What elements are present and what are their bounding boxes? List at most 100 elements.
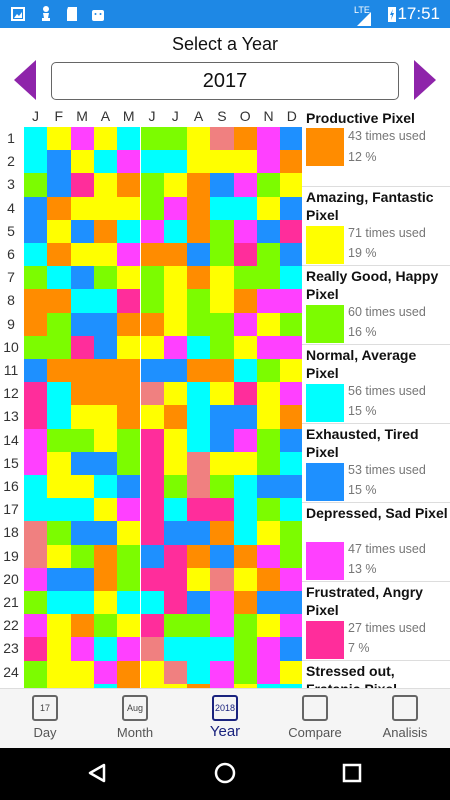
day-pixel[interactable] [93, 312, 118, 336]
day-pixel[interactable] [140, 173, 164, 197]
day-pixel[interactable] [257, 498, 281, 522]
day-pixel[interactable] [163, 498, 188, 522]
day-pixel[interactable] [257, 196, 281, 220]
day-pixel[interactable] [93, 173, 118, 197]
day-pixel[interactable] [210, 173, 234, 197]
day-pixel[interactable] [280, 312, 302, 336]
day-pixel[interactable] [257, 544, 281, 568]
day-pixel[interactable] [47, 382, 71, 406]
day-pixel[interactable] [24, 567, 48, 591]
day-pixel[interactable] [187, 428, 211, 452]
day-pixel[interactable] [210, 219, 234, 243]
day-pixel[interactable] [233, 521, 257, 545]
day-pixel[interactable] [24, 544, 48, 568]
day-pixel[interactable] [117, 614, 141, 638]
day-pixel[interactable] [187, 683, 211, 688]
day-pixel[interactable] [280, 567, 302, 591]
day-pixel[interactable] [187, 405, 211, 429]
day-pixel[interactable] [187, 196, 211, 220]
day-pixel[interactable] [93, 127, 118, 151]
day-pixel[interactable] [47, 591, 71, 615]
day-pixel[interactable] [187, 382, 211, 406]
day-pixel[interactable] [257, 359, 281, 383]
day-pixel[interactable] [280, 614, 302, 638]
day-pixel[interactable] [233, 498, 257, 522]
day-pixel[interactable] [24, 405, 48, 429]
day-pixel[interactable] [257, 335, 281, 359]
day-pixel[interactable] [140, 335, 164, 359]
day-pixel[interactable] [117, 428, 141, 452]
day-pixel[interactable] [280, 428, 302, 452]
day-pixel[interactable] [47, 196, 71, 220]
day-pixel[interactable] [93, 150, 118, 174]
day-pixel[interactable] [280, 544, 302, 568]
day-pixel[interactable] [24, 683, 48, 688]
day-pixel[interactable] [280, 359, 302, 383]
day-pixel[interactable] [233, 219, 257, 243]
day-pixel[interactable] [257, 637, 281, 661]
day-pixel[interactable] [187, 614, 211, 638]
day-pixel[interactable] [233, 660, 257, 684]
day-pixel[interactable] [47, 312, 71, 336]
day-pixel[interactable] [187, 219, 211, 243]
day-pixel[interactable] [257, 150, 281, 174]
day-pixel[interactable] [257, 567, 281, 591]
day-pixel[interactable] [93, 428, 118, 452]
day-pixel[interactable] [257, 382, 281, 406]
day-pixel[interactable] [93, 289, 118, 313]
day-pixel[interactable] [163, 428, 188, 452]
day-pixel[interactable] [140, 289, 164, 313]
day-pixel[interactable] [233, 359, 257, 383]
day-pixel[interactable] [187, 312, 211, 336]
day-pixel[interactable] [47, 637, 71, 661]
day-pixel[interactable] [140, 498, 164, 522]
day-pixel[interactable] [233, 451, 257, 475]
day-pixel[interactable] [140, 127, 164, 151]
nav-analisis[interactable]: Analisis [360, 689, 450, 749]
day-pixel[interactable] [163, 127, 188, 151]
day-pixel[interactable] [47, 521, 71, 545]
day-pixel[interactable] [24, 335, 48, 359]
day-pixel[interactable] [70, 219, 94, 243]
day-pixel[interactable] [187, 289, 211, 313]
day-pixel[interactable] [233, 312, 257, 336]
day-pixel[interactable] [70, 150, 94, 174]
day-pixel[interactable] [140, 150, 164, 174]
day-pixel[interactable] [187, 544, 211, 568]
day-pixel[interactable] [163, 475, 188, 499]
day-pixel[interactable] [140, 382, 164, 406]
day-pixel[interactable] [210, 335, 234, 359]
day-pixel[interactable] [257, 521, 281, 545]
day-pixel[interactable] [47, 660, 71, 684]
day-pixel[interactable] [280, 637, 302, 661]
day-pixel[interactable] [233, 428, 257, 452]
day-pixel[interactable] [117, 544, 141, 568]
day-pixel[interactable] [47, 544, 71, 568]
day-pixel[interactable] [24, 637, 48, 661]
day-pixel[interactable] [210, 567, 234, 591]
day-pixel[interactable] [163, 683, 188, 688]
day-pixel[interactable] [117, 150, 141, 174]
day-pixel[interactable] [163, 266, 188, 290]
day-pixel[interactable] [257, 312, 281, 336]
day-pixel[interactable] [187, 266, 211, 290]
day-pixel[interactable] [163, 312, 188, 336]
day-pixel[interactable] [233, 614, 257, 638]
day-pixel[interactable] [93, 382, 118, 406]
recents-icon[interactable] [341, 762, 363, 784]
day-pixel[interactable] [233, 335, 257, 359]
day-pixel[interactable] [187, 127, 211, 151]
day-pixel[interactable] [163, 289, 188, 313]
day-pixel[interactable] [233, 289, 257, 313]
day-pixel[interactable] [70, 196, 94, 220]
day-pixel[interactable] [280, 173, 302, 197]
day-pixel[interactable] [210, 544, 234, 568]
day-pixel[interactable] [70, 173, 94, 197]
day-pixel[interactable] [117, 683, 141, 688]
day-pixel[interactable] [187, 637, 211, 661]
day-pixel[interactable] [187, 521, 211, 545]
day-pixel[interactable] [70, 127, 94, 151]
day-pixel[interactable] [47, 451, 71, 475]
day-pixel[interactable] [93, 219, 118, 243]
nav-month[interactable]: Aug Month [90, 689, 180, 749]
